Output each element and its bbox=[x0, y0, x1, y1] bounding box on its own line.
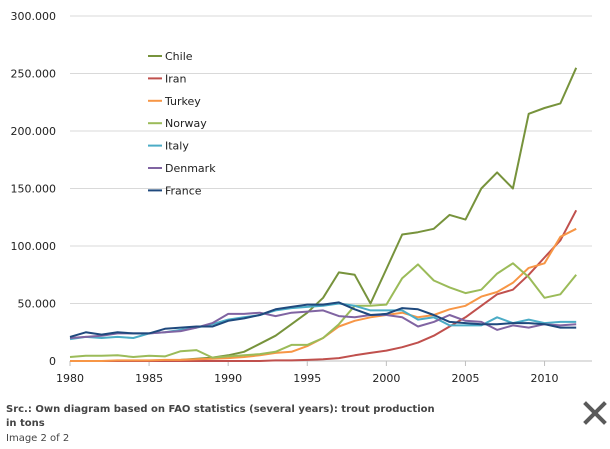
x-tick-label: 1995 bbox=[293, 372, 321, 385]
figure-caption: Src.: Own diagram based on FAO statistic… bbox=[6, 404, 435, 429]
x-tick-label: 2010 bbox=[531, 372, 559, 385]
series-line-turkey bbox=[70, 227, 577, 362]
series-line-norway bbox=[69, 262, 577, 359]
legend: Chile Iran Turkey Norway Italy Denmark France bbox=[148, 50, 216, 197]
series-line-chile bbox=[70, 67, 578, 362]
y-tick-label: 100.000 bbox=[11, 240, 57, 253]
image-counter: Image 2 of 2 bbox=[6, 433, 70, 444]
gridlines bbox=[70, 15, 592, 362]
legend-label-iran: Iran bbox=[165, 72, 187, 85]
y-axis-tick-labels: 0 50.000 100.000 150.000 200.000 250.000 300.0… bbox=[11, 10, 57, 368]
close-icon[interactable] bbox=[580, 398, 610, 428]
legend-label-norway: Norway bbox=[165, 117, 207, 130]
x-tick-label: 2005 bbox=[451, 372, 479, 385]
legend-label-turkey: Turkey bbox=[164, 95, 201, 108]
x-tick-label: 1990 bbox=[214, 372, 242, 385]
y-tick-label: 250.000 bbox=[11, 68, 57, 81]
x-axis-tick-labels: 1980 1985 1990 1995 2000 2005 2010 bbox=[56, 361, 559, 385]
legend-label-france: France bbox=[165, 184, 202, 197]
series-lines bbox=[69, 67, 578, 362]
legend-label-chile: Chile bbox=[165, 50, 193, 63]
y-tick-label: 50.000 bbox=[18, 298, 57, 311]
series-line-denmark bbox=[69, 309, 577, 339]
y-tick-label: 0 bbox=[49, 355, 56, 368]
figure-footer: Src.: Own diagram based on FAO statistic… bbox=[6, 403, 446, 444]
line-chart: 0 50.000 100.000 150.000 200.000 250.000 300.0… bbox=[11, 10, 592, 385]
series-line-france bbox=[69, 301, 577, 338]
y-tick-label: 300.000 bbox=[11, 10, 57, 23]
x-tick-label: 1985 bbox=[135, 372, 163, 385]
y-tick-label: 200.000 bbox=[11, 125, 57, 138]
x-tick-label: 2000 bbox=[372, 372, 400, 385]
legend-label-denmark: Denmark bbox=[165, 162, 216, 175]
y-tick-label: 150.000 bbox=[11, 183, 57, 196]
x-tick-label: 1980 bbox=[56, 372, 84, 385]
legend-label-italy: Italy bbox=[165, 140, 189, 153]
